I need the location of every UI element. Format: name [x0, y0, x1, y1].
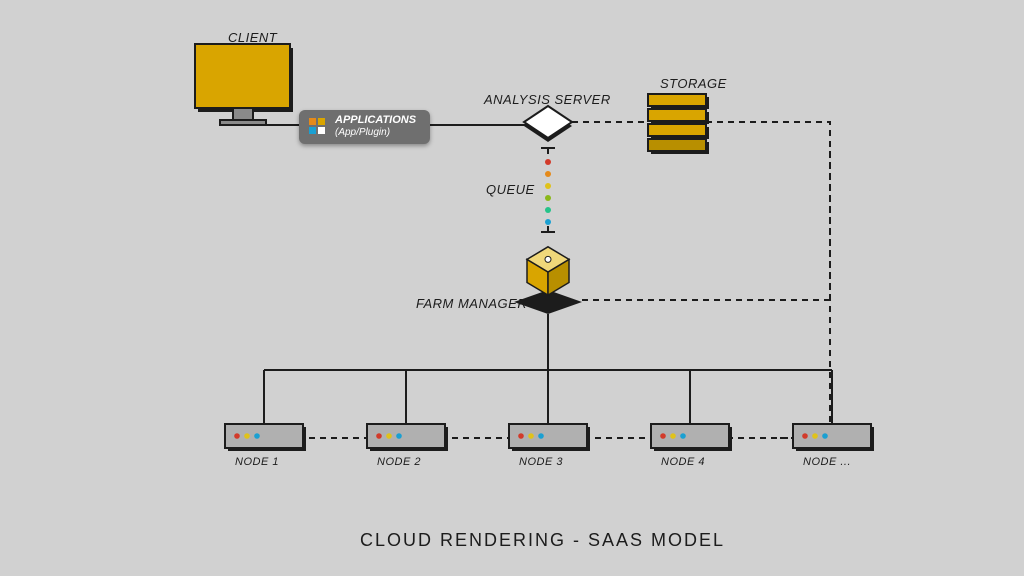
farm-manager-label: FARM MANAGER: [416, 296, 527, 311]
node-label: NODE 3: [519, 456, 563, 468]
node-label: NODE 4: [661, 456, 705, 468]
queue-label: QUEUE: [486, 182, 535, 197]
applications-pill: APPLICATIONS(App/Plugin): [299, 110, 430, 144]
diagram-svg: [0, 0, 1024, 576]
diagram-title: CLOUD RENDERING - SAAS MODEL: [360, 530, 725, 551]
node-label: NODE 2: [377, 456, 421, 468]
applications-icon: [309, 118, 327, 136]
storage-label: STORAGE: [660, 76, 727, 91]
node-label: NODE ...: [803, 456, 851, 468]
client-label: CLIENT: [228, 30, 277, 45]
node-label: NODE 1: [235, 456, 279, 468]
analysis-server-label: ANALYSIS SERVER: [484, 92, 611, 107]
